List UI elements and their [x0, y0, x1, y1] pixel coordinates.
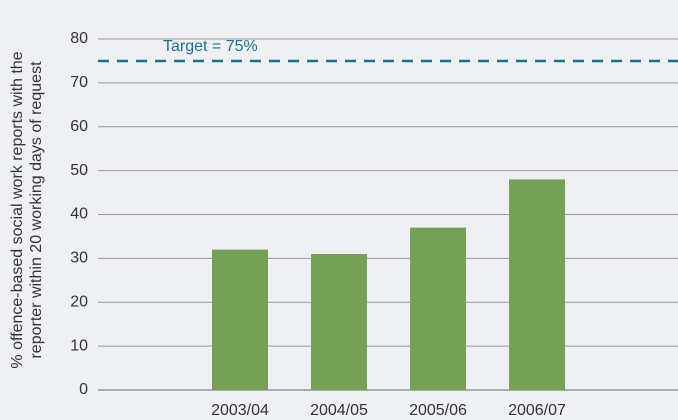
x-tick-label: 2005/06	[409, 402, 467, 419]
x-tick-label: 2006/07	[508, 402, 566, 419]
bar	[410, 227, 466, 390]
y-axis-label: reporter within 20 working days of reque…	[28, 61, 45, 359]
bar	[311, 253, 367, 390]
y-tick-label: 0	[79, 381, 88, 398]
x-tick-label: 2003/04	[211, 402, 269, 419]
bar	[509, 179, 565, 390]
y-tick-label: 80	[70, 30, 88, 47]
y-tick-label: 40	[70, 206, 88, 223]
bar	[212, 249, 268, 390]
y-tick-label: 60	[70, 118, 88, 135]
y-tick-label: 70	[70, 74, 88, 91]
y-tick-label: 20	[70, 293, 88, 310]
target-label: Target = 75%	[163, 38, 258, 55]
y-axis-label: % offence-based social work reports with…	[9, 51, 26, 368]
x-tick-label: 2004/05	[310, 402, 368, 419]
y-tick-label: 50	[70, 162, 88, 179]
y-tick-label: 10	[70, 337, 88, 354]
y-tick-label: 30	[70, 250, 88, 267]
